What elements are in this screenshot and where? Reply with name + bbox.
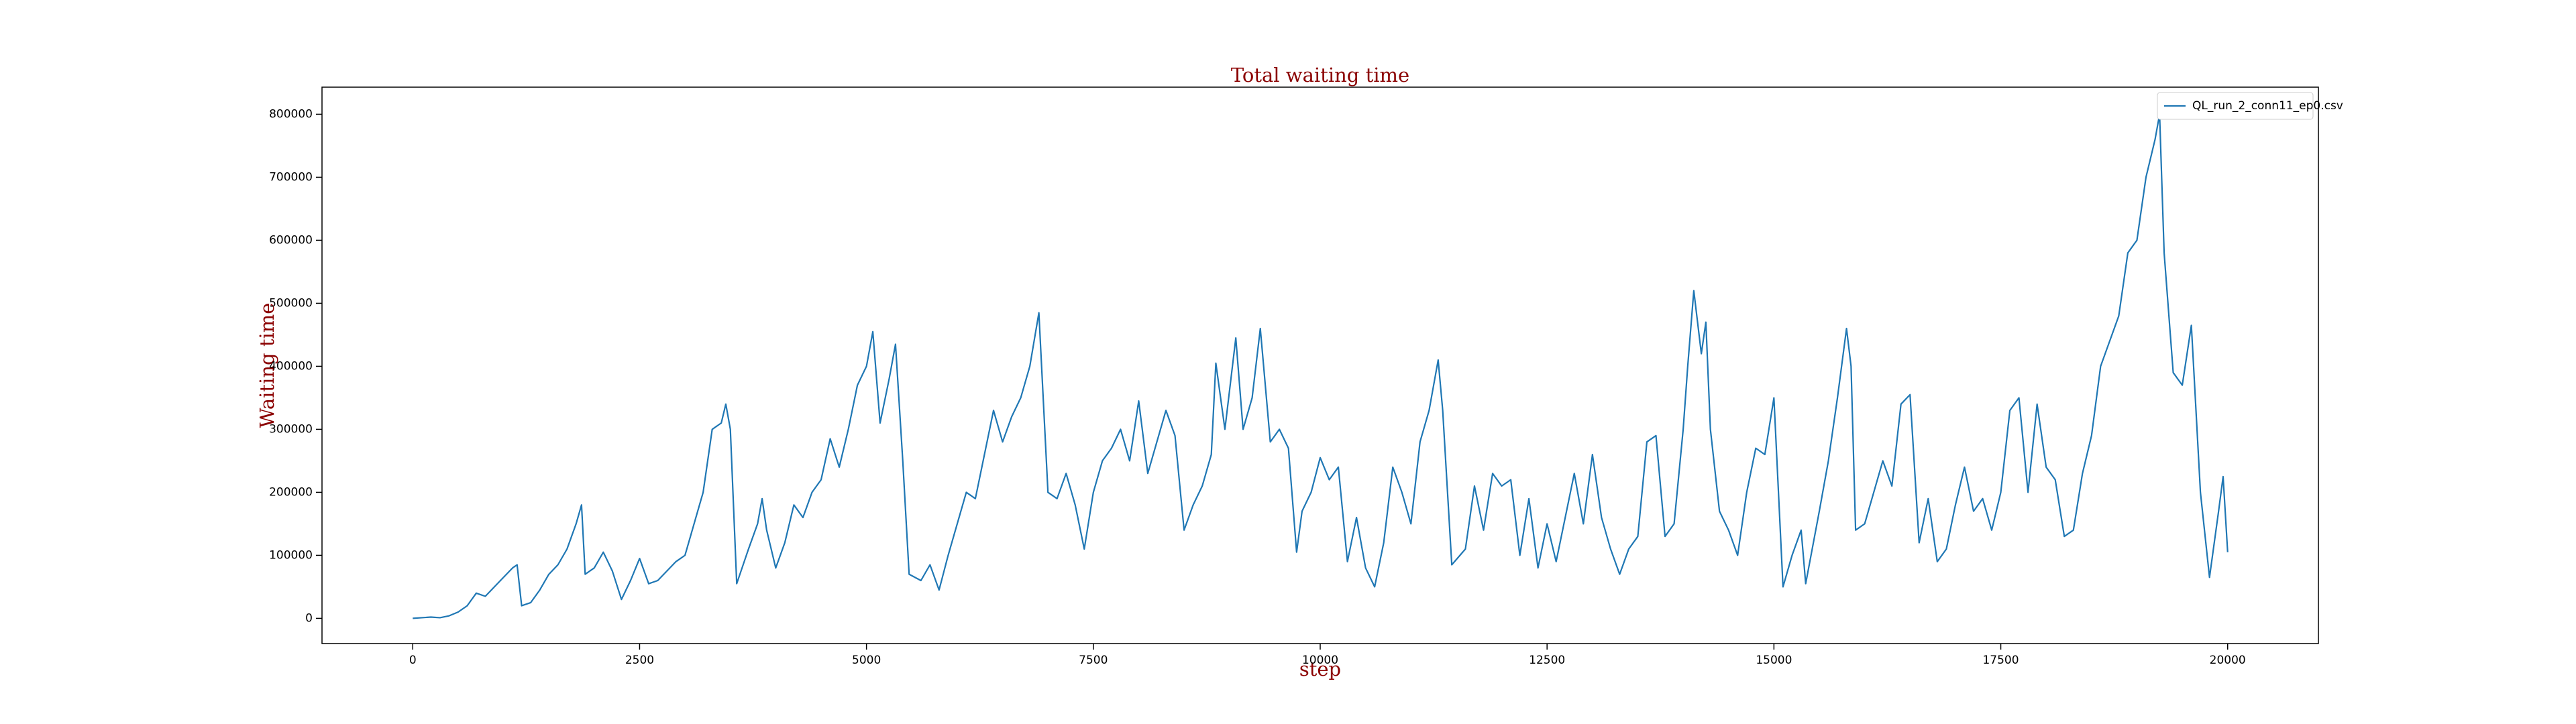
y-tick-label: 200000 (269, 485, 313, 499)
chart-title: Total waiting time (1231, 64, 1409, 86)
x-tick-label: 0 (409, 654, 417, 667)
x-tick-label: 20000 (2210, 654, 2246, 667)
x-tick-label: 17500 (1982, 654, 2019, 667)
y-tick-label: 0 (305, 611, 313, 625)
x-tick-label: 10000 (1302, 654, 1338, 667)
legend-label: QL_run_2_conn11_ep0.csv (2192, 99, 2343, 113)
legend-box (2157, 92, 2314, 120)
y-tick-label: 400000 (269, 359, 313, 373)
y-tick-label: 700000 (269, 170, 313, 184)
y-tick-label: 800000 (269, 107, 313, 121)
x-tick-label: 7500 (1079, 654, 1108, 667)
x-tick-label: 5000 (852, 654, 881, 667)
x-tick-label: 2500 (625, 654, 654, 667)
y-tick-label: 600000 (269, 233, 313, 247)
y-tick-label: 100000 (269, 548, 313, 562)
y-axis-label: Waiting time (256, 303, 278, 428)
x-axis-label: step (1299, 658, 1341, 680)
data-line (413, 113, 2229, 619)
x-tick-label: 15000 (1756, 654, 1792, 667)
y-tick-label: 300000 (269, 422, 313, 436)
plot-frame (321, 86, 2319, 644)
x-tick-label: 12500 (1529, 654, 1565, 667)
y-tick-label: 500000 (269, 296, 313, 310)
